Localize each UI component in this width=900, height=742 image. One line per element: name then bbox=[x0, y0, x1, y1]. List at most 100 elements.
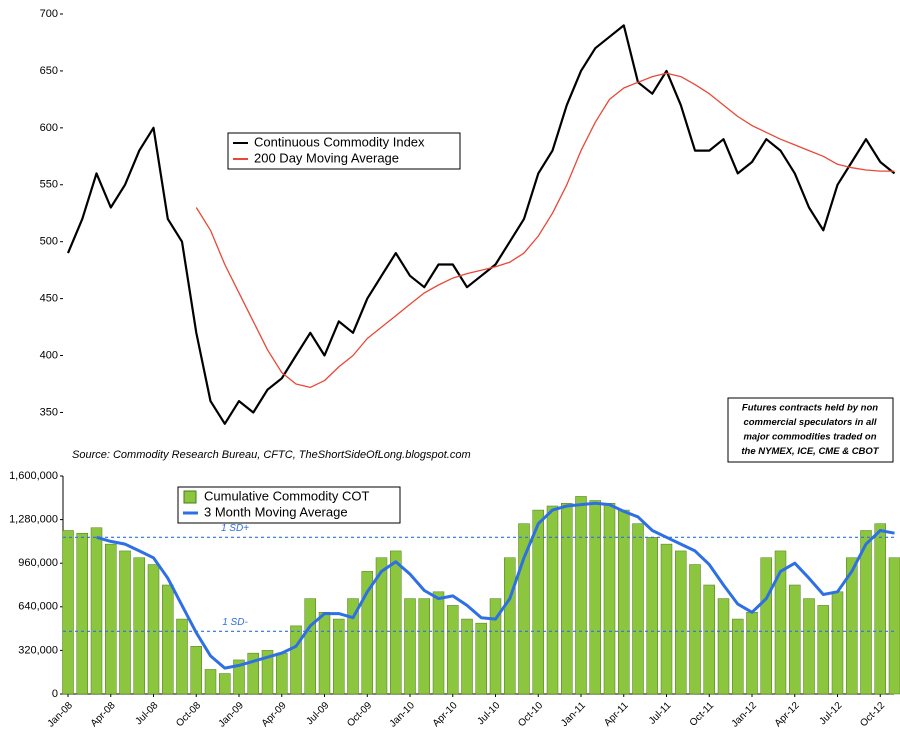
x-tick-label: Jul-10 bbox=[475, 700, 502, 727]
bar bbox=[190, 646, 202, 695]
bar bbox=[717, 598, 730, 695]
bar bbox=[418, 598, 430, 695]
y-tick-label: 1,600,000 bbox=[9, 470, 58, 482]
bar bbox=[789, 584, 801, 695]
legend-box bbox=[177, 486, 401, 524]
bar bbox=[447, 605, 459, 695]
bar bbox=[304, 598, 316, 695]
bar bbox=[290, 625, 302, 695]
x-tick-label: Jan-10 bbox=[388, 700, 418, 730]
bar bbox=[233, 659, 245, 695]
bar bbox=[62, 530, 74, 695]
y-tick-label: 700 bbox=[40, 8, 58, 20]
y-tick-label: 650 bbox=[40, 65, 58, 77]
bar bbox=[176, 618, 188, 695]
bar bbox=[76, 532, 88, 695]
bar bbox=[432, 591, 445, 695]
bar bbox=[817, 605, 829, 695]
bar bbox=[760, 557, 772, 695]
bar bbox=[689, 564, 701, 695]
note-text: the NYMEX, ICE, CME & CBOT bbox=[741, 446, 879, 457]
x-tick-label: Oct-10 bbox=[516, 700, 545, 729]
bar bbox=[219, 673, 231, 695]
bar bbox=[860, 530, 872, 695]
x-tick-label: Apr-10 bbox=[431, 700, 460, 729]
y-tick-label: 640,000 bbox=[18, 601, 58, 613]
x-tick-label: Oct-12 bbox=[858, 700, 887, 729]
y-tick-label: 1,280,000 bbox=[9, 514, 58, 526]
bar bbox=[732, 618, 744, 695]
bar bbox=[803, 598, 815, 695]
reference-label: 1 SD+ bbox=[221, 523, 249, 534]
bar bbox=[105, 543, 117, 695]
x-tick-label: Apr-11 bbox=[602, 700, 631, 729]
source: Source: Commodity Research Bureau, CFTC,… bbox=[72, 449, 471, 461]
note-text: major commodities traded on bbox=[743, 432, 876, 443]
bar bbox=[247, 652, 259, 695]
x-tick-label: Jan-08 bbox=[46, 700, 76, 730]
bar bbox=[147, 564, 160, 695]
bar bbox=[133, 557, 145, 695]
bar bbox=[846, 557, 858, 695]
reference-label: 1 SD- bbox=[222, 617, 248, 628]
x-tick-label: Jan-09 bbox=[217, 700, 247, 730]
bar bbox=[675, 550, 687, 695]
note-text: Futures contracts held by non bbox=[742, 403, 878, 414]
bar bbox=[589, 500, 601, 695]
y-tick-label: 320,000 bbox=[18, 644, 58, 656]
x-tick-label: Oct-09 bbox=[345, 700, 374, 729]
note-box bbox=[727, 397, 894, 463]
x-tick-label: Apr-12 bbox=[773, 700, 802, 729]
y-tick-label: 350 bbox=[40, 406, 58, 418]
bar bbox=[261, 650, 274, 695]
y-tick-label: 400 bbox=[40, 349, 58, 361]
bar bbox=[204, 669, 217, 695]
bar bbox=[746, 612, 758, 695]
bar bbox=[390, 550, 402, 695]
note-text: commercial speculators in all bbox=[743, 417, 876, 428]
x-tick-label: Apr-08 bbox=[89, 700, 118, 729]
bar bbox=[318, 612, 331, 695]
legend-label: 200 Day Moving Average bbox=[254, 150, 399, 165]
legend-label: Cumulative Commodity COT bbox=[204, 488, 369, 503]
x-tick-label: Jul-09 bbox=[304, 700, 331, 727]
bar bbox=[504, 557, 516, 695]
x-tick-label: Jul-11 bbox=[647, 700, 674, 727]
bar bbox=[632, 523, 644, 695]
x-tick-label: Jul-12 bbox=[817, 700, 844, 727]
bar bbox=[646, 537, 658, 695]
legend-box bbox=[227, 132, 461, 170]
bar bbox=[347, 598, 359, 695]
y-tick-label: 0 bbox=[52, 688, 58, 700]
x-tick-label: Apr-09 bbox=[260, 700, 289, 729]
bar bbox=[561, 503, 573, 695]
bar bbox=[546, 505, 559, 695]
bar bbox=[831, 591, 844, 695]
x-tick-label: Jul-08 bbox=[133, 700, 160, 727]
bar bbox=[532, 509, 544, 695]
legend-label: 3 Month Moving Average bbox=[204, 504, 348, 519]
bar bbox=[162, 584, 174, 695]
y-tick-label: 550 bbox=[40, 179, 58, 191]
x-tick-label: Oct-11 bbox=[688, 700, 717, 729]
bar bbox=[475, 622, 487, 695]
line-series bbox=[96, 501, 895, 670]
bar bbox=[603, 503, 616, 695]
bar bbox=[660, 543, 673, 695]
y-tick-label: 600 bbox=[40, 122, 58, 134]
x-tick-label: Jan-12 bbox=[730, 700, 760, 730]
bar bbox=[276, 652, 288, 695]
line-series bbox=[195, 72, 895, 389]
bar bbox=[874, 523, 886, 695]
line-series bbox=[66, 24, 896, 425]
bar bbox=[404, 598, 416, 695]
y-tick-label: 500 bbox=[40, 236, 58, 248]
legend-label: Continuous Commodity Index bbox=[254, 134, 425, 149]
bar bbox=[361, 571, 373, 695]
bar bbox=[461, 618, 473, 695]
bar bbox=[333, 618, 345, 695]
bar bbox=[703, 584, 715, 695]
x-tick-label: Jan-11 bbox=[559, 700, 588, 729]
